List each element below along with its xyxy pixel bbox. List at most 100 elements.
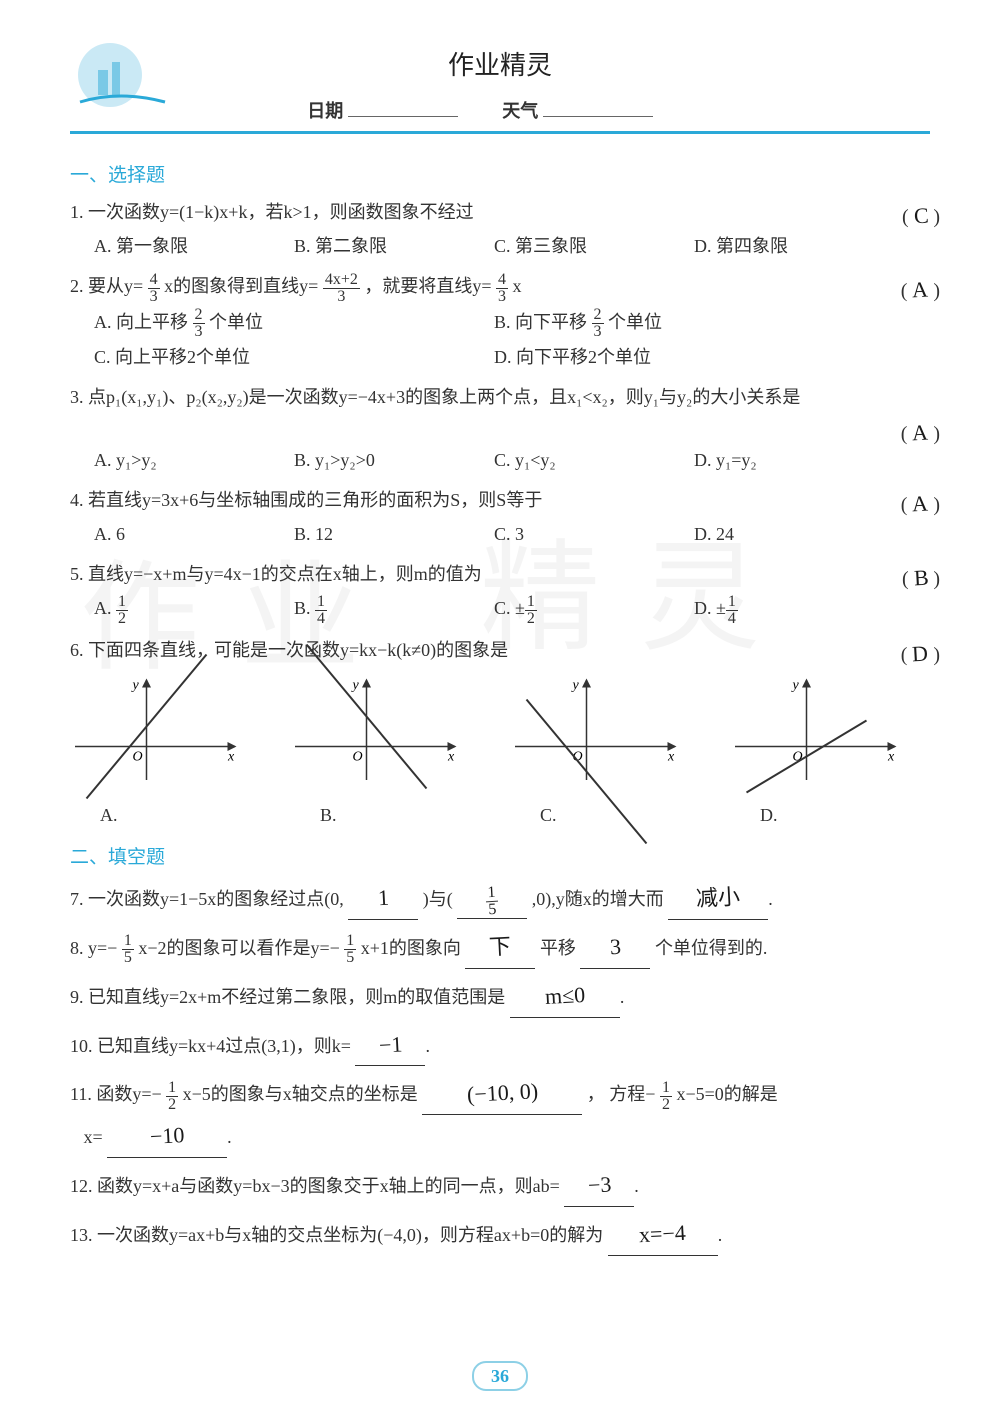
q2-frac3: 43 (496, 272, 508, 305)
q6-answer: D (911, 632, 929, 675)
q5d-pre: D. ± (694, 598, 726, 618)
q2-paren: ( A ) (901, 269, 940, 311)
weather-blank (543, 97, 653, 117)
q2-suf: x (513, 276, 522, 296)
q2-answer: A (911, 269, 929, 312)
q1-paren: ( C ) (902, 195, 940, 237)
section-2-title: 二、填空题 (70, 842, 930, 869)
q8-ans1-val: 下 (488, 925, 512, 968)
svg-text:x: x (447, 749, 455, 764)
svg-text:O: O (133, 749, 143, 764)
q2-opt-a-suf: 个单位 (209, 312, 263, 332)
q7-ans2: 15 (457, 882, 527, 918)
q11-mid3: x−5=0的解是 (676, 1084, 777, 1104)
q4-opt-c: C. 3 (494, 517, 654, 551)
q3-opt-d: D. y₁=y₂ (694, 443, 854, 477)
q11-ans2: −10 (107, 1115, 227, 1158)
q6-text: 6. 下面四条直线，可能是一次函数y=kx−k(k≠0)的图象是 (70, 640, 508, 660)
q2-opt-d: D. 向下平移2个单位 (494, 340, 794, 374)
date-blank (348, 97, 458, 117)
q11-mid1: x−5的图象与x轴交点的坐标是 (183, 1084, 418, 1104)
q6-graph-c: x y O C. (510, 675, 710, 832)
q3-text: 3. 点p₁(x₁,y₁)、p₂(x₂,y₂)是一次函数y=−4x+3的图象上两… (70, 387, 800, 407)
q5-answer: B (913, 557, 930, 600)
q5c-pre: C. ± (494, 598, 525, 618)
q5-text: 5. 直线y=−x+m与y=4x−1的交点在x轴上，则m的值为 (70, 564, 482, 584)
q1-opt-c: C. 第三象限 (494, 229, 654, 263)
q6-paren: ( D ) (901, 633, 940, 675)
q4-text: 4. 若直线y=3x+6与坐标轴围成的三角形的面积为S，则S等于 (70, 490, 542, 510)
q11-ans1: (−10, 0) (422, 1072, 582, 1115)
q13-ans-val: x=−4 (638, 1212, 687, 1256)
q2-opt-b: B. 向下平移 23 个单位 (494, 305, 794, 340)
svg-text:O: O (353, 749, 363, 764)
q5b-pre: B. (294, 598, 315, 618)
q2-mid2: ，就要将直线y= (364, 276, 491, 296)
q10-ans: −1 (355, 1024, 425, 1067)
q3-opt-c: C. y₁<y₂ (494, 443, 654, 477)
q3-opt-b: B. y₁>y₂>0 (294, 443, 454, 477)
q12-text: 12. 函数y=x+a与函数y=bx−3的图象交于x轴上的同一点，则ab= (70, 1176, 560, 1196)
q1-opt-a: A. 第一象限 (94, 229, 254, 263)
q1-text: 1. 一次函数y=(1−k)x+k，若k>1，则函数图象不经过 (70, 202, 474, 222)
q8-ans2-val: 3 (609, 926, 622, 968)
q6-graph-label-1: B. (320, 798, 490, 832)
svg-text:x: x (227, 749, 235, 764)
header-fields: 日期 天气 (70, 97, 930, 123)
question-3: 3. 点p₁(x₁,y₁)、p₂(x₂,y₂)是一次函数y=−4x+3的图象上两… (70, 380, 930, 476)
svg-text:y: y (791, 678, 800, 693)
q11-pre: 11. 函数y=− (70, 1084, 162, 1104)
q3-paren: ( A ) (901, 412, 940, 454)
q4-opt-b: B. 12 (294, 517, 454, 551)
date-label: 日期 (307, 101, 343, 121)
q7-ans1: 1 (348, 877, 418, 920)
q5-opt-b: B. 14 (294, 591, 454, 626)
q3-answer: A (911, 412, 929, 455)
q11-mid2: ， 方程− (587, 1084, 656, 1104)
q9-text: 9. 已知直线y=2x+m不经过第二象限，则m的取值范围是 (70, 987, 505, 1007)
svg-text:y: y (571, 678, 580, 693)
q6-graph-b: x y O B. (290, 675, 490, 832)
weather-label: 天气 (502, 101, 538, 121)
page-number: 36 (472, 1361, 528, 1391)
q7-mid2: ,0),y随x的增大而 (532, 889, 664, 909)
question-12: 12. 函数y=x+a与函数y=bx−3的图象交于x轴上的同一点，则ab= −3… (70, 1164, 930, 1207)
q8-mid2: x+1的图象向 (361, 938, 461, 958)
q6-graphs-row: x y O A. x y O B. (70, 675, 930, 832)
q10-ans-val: −1 (378, 1023, 404, 1066)
section-1-title: 一、选择题 (70, 160, 930, 187)
q6-graph-label-0: A. (100, 798, 270, 832)
q7-ans1-val: 1 (377, 877, 390, 919)
page-header: 作业精灵 日期 天气 (70, 40, 930, 130)
question-13: 13. 一次函数y=ax+b与x轴的交点坐标为(−4,0)，则方程ax+b=0的… (70, 1213, 930, 1256)
q8-pre: 8. y=− (70, 938, 117, 958)
q11-ans1-val: (−10, 0) (466, 1071, 539, 1116)
question-2: 2. 要从y= 43 x的图象得到直线y= 4x+23 ，就要将直线y= 43 … (70, 269, 930, 374)
q11-line2-pre: x= (84, 1127, 103, 1147)
q2-frac2: 4x+23 (323, 272, 360, 305)
q4-opt-d: D. 24 (694, 517, 854, 551)
q5a-pre: A. (94, 598, 116, 618)
q7-ans2-num: 1 (485, 884, 498, 902)
question-4: 4. 若直线y=3x+6与坐标轴围成的三角形的面积为S，则S等于 ( A ) A… (70, 483, 930, 551)
q5-opt-c: C. ±12 (494, 591, 654, 626)
q12-ans: −3 (564, 1164, 634, 1207)
question-6: 6. 下面四条直线，可能是一次函数y=kx−k(k≠0)的图象是 ( D ) x… (70, 633, 930, 833)
q7-ans3-val: 减小 (695, 876, 741, 920)
q7-pre: 7. 一次函数y=1−5x的图象经过点(0, (70, 889, 344, 909)
q6-graph-label-3: D. (760, 798, 930, 832)
q8-mid1: x−2的图象可以看作是y=− (138, 938, 339, 958)
q5-opt-d: D. ±14 (694, 591, 854, 626)
q8-ans2: 3 (580, 926, 650, 969)
q2-opt-c: C. 向上平移2个单位 (94, 340, 454, 374)
q8-suf: 个单位得到的. (655, 938, 768, 958)
q9-ans: m≤0 (510, 975, 620, 1018)
question-8: 8. y=− 15 x−2的图象可以看作是y=− 15 x+1的图象向 下 平移… (70, 926, 930, 969)
q8-mid3: 平移 (540, 938, 576, 958)
content-area: 一、选择题 1. 一次函数y=(1−k)x+k，若k>1，则函数图象不经过 ( … (70, 160, 930, 1256)
q4-opt-a: A. 6 (94, 517, 254, 551)
q2-opt-a: A. 向上平移 23 个单位 (94, 305, 454, 340)
svg-text:y: y (351, 678, 360, 693)
question-5: 5. 直线y=−x+m与y=4x−1的交点在x轴上，则m的值为 ( B ) A.… (70, 557, 930, 627)
question-7: 7. 一次函数y=1−5x的图象经过点(0, 1 )与( 15 ,0),y随x的… (70, 877, 930, 920)
